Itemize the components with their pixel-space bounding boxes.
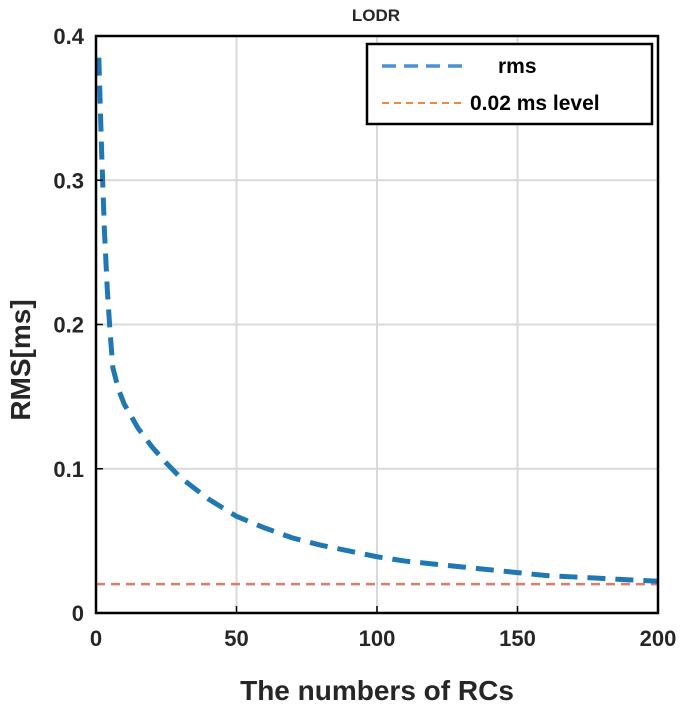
y-tick-label-4: 0.4 bbox=[53, 24, 84, 49]
legend: rms 0.02 ms level bbox=[365, 42, 654, 126]
series-layer bbox=[96, 57, 659, 586]
x-tick-label-0: 0 bbox=[90, 626, 102, 651]
y-tick-label-2: 0.2 bbox=[53, 313, 84, 338]
y-axis-title: RMS[ms] bbox=[5, 299, 36, 420]
x-tick-label-1: 50 bbox=[224, 626, 248, 651]
y-tick-label-3: 0.3 bbox=[53, 168, 84, 193]
legend-label-rms: rms bbox=[498, 55, 537, 78]
legend-label-level: 0.02 ms level bbox=[470, 92, 600, 115]
y-tick-label-0: 0 bbox=[72, 601, 84, 626]
x-tick-label-2: 100 bbox=[359, 626, 396, 651]
legend-box bbox=[365, 42, 654, 126]
y-axis: 0 0.1 0.2 0.3 0.4 bbox=[53, 24, 103, 626]
x-tick-label-4: 200 bbox=[640, 626, 677, 651]
x-tick-label-3: 150 bbox=[499, 626, 536, 651]
y-tick-label-1: 0.1 bbox=[53, 457, 84, 482]
x-axis-title: The numbers of RCs bbox=[240, 675, 514, 706]
series-line-rms bbox=[96, 57, 659, 584]
chart-title: LODR bbox=[352, 6, 400, 25]
x-axis: 0 50 100 150 200 bbox=[90, 606, 676, 651]
